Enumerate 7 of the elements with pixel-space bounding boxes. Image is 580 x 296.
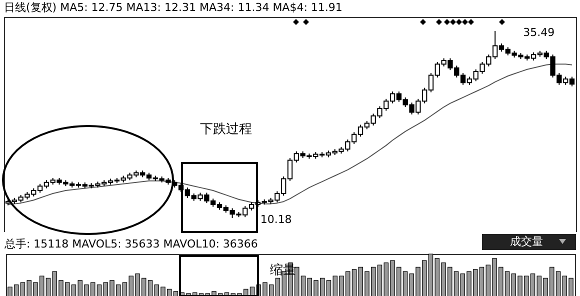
chart-title: 总手: 15118 MAVOL5: 35633 MAVOL10: 36366 [3,238,258,251]
annotation: 下跌过程 [200,122,252,137]
chart-title: 日线(复权) MA5: 12.75 MA13: 12.31 MA34: 11.34 MA$4: 11.91 [4,1,342,14]
annotation: 35.49 [523,26,555,39]
annotation: 10.18 [260,213,292,226]
annotation: 缩量 [270,263,296,278]
text: 成交量 [510,235,543,248]
